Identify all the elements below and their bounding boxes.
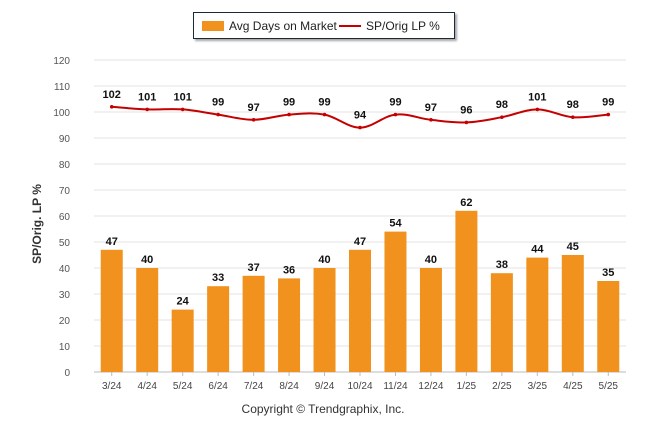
line-value-label: 98 xyxy=(567,99,579,111)
y-tick-label: 120 xyxy=(53,56,70,67)
line-point xyxy=(464,120,469,125)
bar xyxy=(207,286,230,372)
legend-item-line: SP/Orig LP % xyxy=(339,13,440,38)
bar-value-label: 40 xyxy=(425,254,437,266)
legend-label-line: SP/Orig LP % xyxy=(366,18,440,33)
legend-item-bar: Avg Days on Market xyxy=(202,13,337,38)
x-tick-label: 10/24 xyxy=(347,381,372,392)
bar xyxy=(136,268,159,372)
y-tick-label: 10 xyxy=(59,342,71,353)
bar-value-label: 44 xyxy=(531,244,544,256)
x-tick-label: 4/25 xyxy=(563,381,583,392)
bar-value-label: 35 xyxy=(602,267,614,279)
bar-value-label: 33 xyxy=(212,272,224,284)
line-point xyxy=(180,107,185,112)
x-tick-label: 12/24 xyxy=(418,381,443,392)
bar xyxy=(171,309,194,372)
bar xyxy=(349,249,371,372)
bar-value-label: 62 xyxy=(460,197,472,209)
bar-value-label: 54 xyxy=(389,218,402,230)
x-tick-label: 4/24 xyxy=(137,381,157,392)
line-value-label: 101 xyxy=(173,91,191,103)
y-tick-label: 80 xyxy=(59,160,71,171)
line-point xyxy=(606,112,611,117)
line-point xyxy=(393,112,398,117)
line-value-label: 101 xyxy=(528,91,546,103)
legend-label-bar: Avg Days on Market xyxy=(229,18,337,33)
line-value-label: 98 xyxy=(496,99,508,111)
bar xyxy=(597,281,620,372)
x-tick-label: 5/24 xyxy=(173,381,193,392)
x-tick-label: 6/24 xyxy=(208,381,228,392)
line-point xyxy=(287,112,291,117)
x-tick-label: 7/24 xyxy=(244,381,264,392)
x-tick-label: 3/25 xyxy=(528,381,548,392)
line-value-label: 96 xyxy=(460,104,472,116)
y-tick-label: 20 xyxy=(59,316,71,327)
line-value-label: 99 xyxy=(389,97,401,109)
legend-swatch-line xyxy=(339,24,361,27)
y-tick-label: 0 xyxy=(64,368,70,379)
line-point xyxy=(322,112,327,117)
bar xyxy=(526,257,549,372)
bar xyxy=(313,268,336,372)
legend: Avg Days on Market SP/Orig LP % xyxy=(193,12,455,39)
bar xyxy=(242,275,265,372)
line-value-label: 97 xyxy=(425,102,437,114)
bar xyxy=(561,255,584,372)
y-axis-label: SP/Orig. LP % xyxy=(30,184,44,264)
y-tick-label: 50 xyxy=(59,238,71,249)
y-tick-label: 30 xyxy=(59,290,71,301)
line-value-label: 97 xyxy=(247,102,259,114)
line-point xyxy=(216,112,220,117)
line-value-label: 99 xyxy=(283,97,295,109)
bar xyxy=(419,268,442,372)
y-tick-label: 100 xyxy=(53,108,70,119)
bar-value-label: 47 xyxy=(106,236,118,248)
bar-value-label: 24 xyxy=(177,296,190,308)
y-tick-label: 90 xyxy=(59,134,71,145)
bar xyxy=(455,210,478,372)
copyright-text: Copyright © Trendgraphix, Inc. xyxy=(241,402,405,416)
y-tick-label: 70 xyxy=(59,186,71,197)
bar-value-label: 40 xyxy=(141,254,153,266)
line-value-label: 99 xyxy=(212,97,224,109)
line-point xyxy=(571,115,575,119)
bar-value-label: 37 xyxy=(247,262,259,274)
line-point xyxy=(429,118,433,122)
line-point xyxy=(109,105,114,109)
line-value-label: 94 xyxy=(354,110,367,122)
line-value-label: 102 xyxy=(103,89,121,101)
x-tick-label: 11/24 xyxy=(383,381,408,392)
x-tick-label: 1/25 xyxy=(457,381,477,392)
x-tick-label: 8/24 xyxy=(279,381,299,392)
line-point xyxy=(145,107,149,112)
x-tick-label: 5/25 xyxy=(599,381,619,392)
line-value-label: 101 xyxy=(138,91,156,103)
line-point xyxy=(251,118,256,122)
bar-value-label: 38 xyxy=(496,259,508,271)
x-tick-label: 9/24 xyxy=(315,381,335,392)
x-tick-label: 3/24 xyxy=(102,381,122,392)
legend-swatch-bar xyxy=(202,20,224,31)
x-tick-label: 2/25 xyxy=(492,381,512,392)
line-point xyxy=(358,125,362,130)
bar-value-label: 45 xyxy=(567,241,579,253)
line-point xyxy=(500,115,504,119)
line-point xyxy=(535,107,540,112)
bar xyxy=(490,273,513,372)
bar xyxy=(278,278,301,372)
line-value-label: 99 xyxy=(602,97,614,109)
y-tick-label: 60 xyxy=(59,212,71,223)
bar-value-label: 47 xyxy=(354,236,366,248)
bar xyxy=(100,249,123,372)
bar xyxy=(384,231,407,372)
line-value-label: 99 xyxy=(318,97,330,109)
y-tick-label: 110 xyxy=(54,82,70,93)
y-tick-label: 40 xyxy=(59,264,71,275)
bar-value-label: 40 xyxy=(318,254,330,266)
bar-value-label: 36 xyxy=(283,264,295,276)
